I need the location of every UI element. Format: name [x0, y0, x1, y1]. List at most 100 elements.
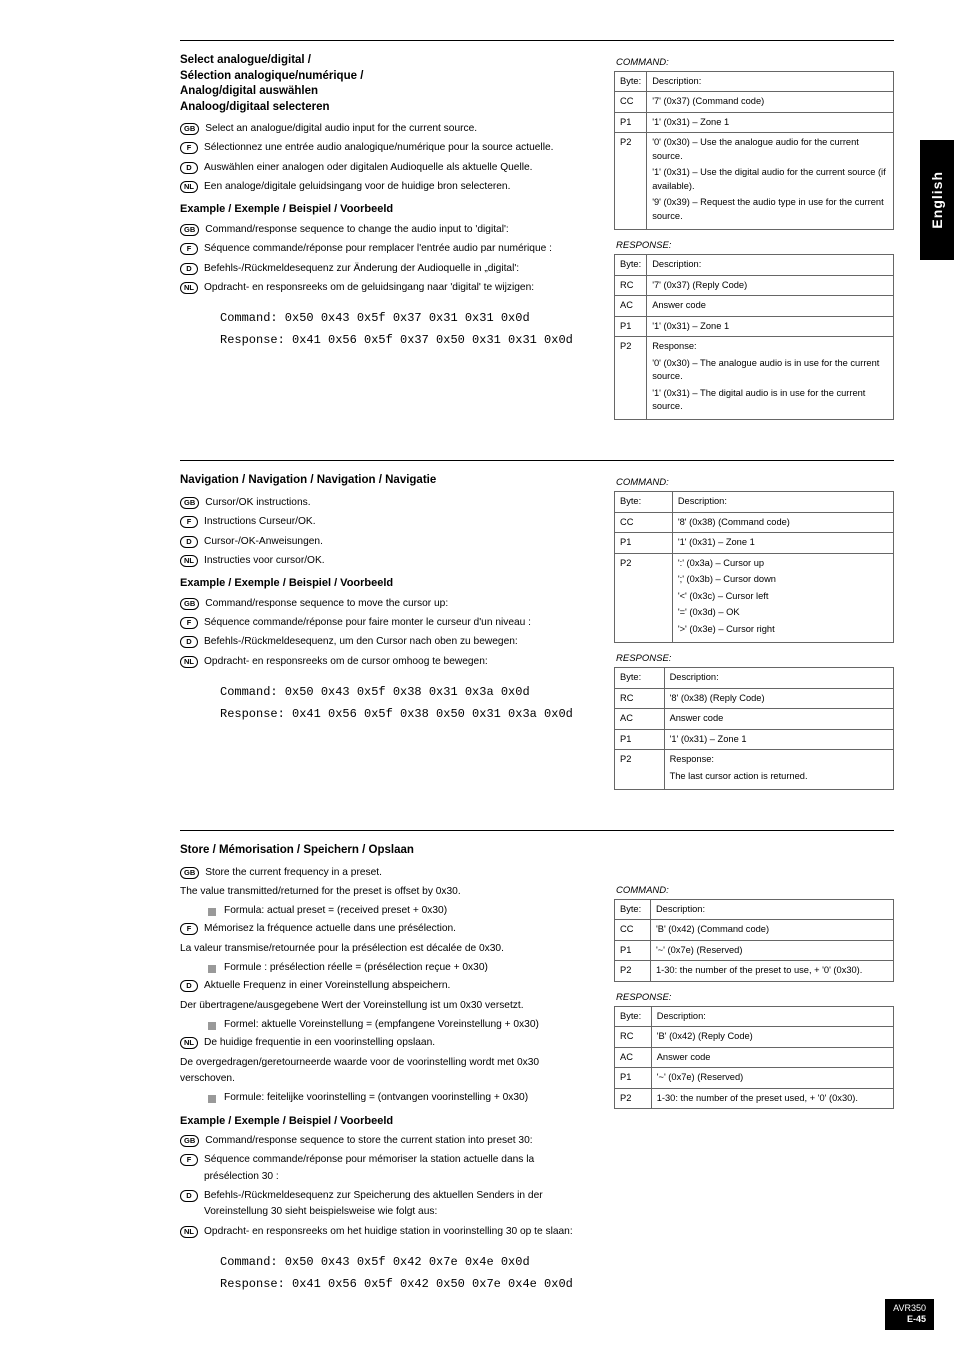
th: Byte:	[615, 1006, 652, 1026]
td: RC	[615, 1027, 652, 1047]
p2-item: '>' (0x3e) – Cursor right	[678, 623, 888, 636]
text: Séquence commande/réponse pour faire mon…	[204, 615, 531, 631]
bullet-icon	[208, 965, 216, 973]
text: Cursor-/OK-Anweisungen.	[204, 534, 323, 550]
formula: Formule: feitelijke voorinstelling = (on…	[224, 1090, 528, 1106]
text: Command/response sequence to move the cu…	[205, 596, 448, 612]
td: '8' (0x38) (Reply Code)	[664, 688, 893, 708]
lang-badge-f: F	[180, 617, 198, 629]
lang-badge-f: F	[180, 142, 198, 154]
td: '1' (0x31) – Zone 1	[672, 533, 893, 553]
lang-badge-nl: NL	[180, 181, 198, 193]
text: Cursor/OK instructions.	[205, 495, 310, 511]
p2-item: '1' (0x31) – Use the digital audio for t…	[652, 166, 888, 193]
th: Description:	[672, 492, 893, 512]
lang-badge-nl: NL	[180, 656, 198, 668]
footer-page: E-45	[893, 1314, 926, 1326]
td: AC	[615, 296, 647, 316]
text: Instructies voor cursor/OK.	[204, 553, 325, 569]
td: '1' (0x31) – Zone 1	[647, 112, 894, 132]
p2-item: ';' (0x3b) – Cursor down	[678, 573, 888, 586]
page-footer: AVR350 E-45	[885, 1299, 934, 1330]
lang-badge-f: F	[180, 516, 198, 528]
response-line: Response: 0x41 0x56 0x5f 0x37 0x50 0x31 …	[220, 330, 584, 352]
th: Byte:	[615, 72, 647, 92]
p2-item: '9' (0x39) – Request the audio type in u…	[652, 196, 888, 223]
p2-label: Response:	[652, 340, 888, 353]
command-line: Command: 0x50 0x43 0x5f 0x37 0x31 0x31 0…	[220, 308, 584, 330]
lang-badge-d: D	[180, 980, 198, 992]
text: Command/response sequence to change the …	[205, 222, 509, 238]
td: RC	[615, 275, 647, 295]
lang-badge-f: F	[180, 923, 198, 935]
response-table: Byte:Description: RC'B' (0x42) (Reply Co…	[614, 1006, 894, 1109]
td: Response: The last cursor action is retu…	[664, 750, 893, 790]
formula: Formule : présélection réelle = (préséle…	[224, 960, 488, 976]
td: 'B' (0x42) (Command code)	[650, 920, 893, 940]
response-table: Byte:Description: RC'8' (0x38) (Reply Co…	[614, 667, 894, 790]
lang-badge-gb: GB	[180, 497, 199, 509]
text: Sélectionnez une entrée audio analogique…	[204, 140, 553, 156]
command-table: Byte:Description: CC'B' (0x42) (Command …	[614, 899, 894, 982]
lang-badge-f: F	[180, 1154, 198, 1166]
example-header: Example / Exemple / Beispiel / Voorbeeld	[180, 575, 584, 593]
text: La valeur transmise/retournée pour la pr…	[180, 941, 584, 957]
lang-badge-d: D	[180, 636, 198, 648]
table-label: RESPONSE:	[616, 653, 894, 664]
td: ':' (0x3a) – Cursor up ';' (0x3b) – Curs…	[672, 553, 893, 642]
text: Opdracht- en responsreeks om het huidige…	[204, 1224, 573, 1240]
bullet-icon	[208, 1095, 216, 1103]
td: Answer code	[664, 709, 893, 729]
command-line: Command: 0x50 0x43 0x5f 0x42 0x7e 0x4e 0…	[220, 1252, 584, 1274]
lang-badge-d: D	[180, 263, 198, 275]
example-header: Example / Exemple / Beispiel / Voorbeeld	[180, 201, 584, 219]
td: P2	[615, 133, 647, 230]
p2-item: '0' (0x30) – The analogue audio is in us…	[652, 357, 888, 384]
lang-badge-gb: GB	[180, 867, 199, 879]
td: Answer code	[651, 1047, 893, 1067]
footer-model: AVR350	[893, 1303, 926, 1315]
td: P1	[615, 729, 665, 749]
text: Instructions Curseur/OK.	[204, 514, 316, 530]
p2-item: The last cursor action is returned.	[670, 770, 888, 783]
response-table: Byte:Description: RC'7' (0x37) (Reply Co…	[614, 254, 894, 420]
td: P1	[615, 940, 651, 960]
text: Opdracht- en responsreeks om de geluidsi…	[204, 280, 534, 296]
td: AC	[615, 1047, 652, 1067]
text: Befehls-/Rückmeldesequenz zur Änderung d…	[204, 261, 519, 277]
p2-item: '0' (0x30) – Use the analogue audio for …	[652, 136, 888, 163]
th: Description:	[651, 1006, 893, 1026]
text: Mémorisez la fréquence actuelle dans une…	[204, 921, 456, 937]
text: Store the current frequency in a preset.	[205, 865, 382, 881]
td: '7' (0x37) (Command code)	[647, 92, 894, 112]
section-navigation: Navigation / Navigation / Navigation / N…	[60, 467, 894, 800]
lang-badge-f: F	[180, 243, 198, 255]
td: CC	[615, 512, 673, 532]
lang-badge-gb: GB	[180, 598, 199, 610]
th: Byte:	[615, 255, 647, 275]
td: P2	[615, 1088, 652, 1108]
td: 1-30: the number of the preset to use, +…	[650, 961, 893, 981]
td: '7' (0x37) (Reply Code)	[647, 275, 894, 295]
lang-badge-d: D	[180, 536, 198, 548]
td: CC	[615, 920, 651, 940]
formula: Formel: aktuelle Voreinstellung = (empfa…	[224, 1017, 539, 1033]
lang-badge-nl: NL	[180, 1037, 198, 1049]
td: P1	[615, 533, 673, 553]
td: '8' (0x38) (Command code)	[672, 512, 893, 532]
text: Séquence commande/réponse pour remplacer…	[204, 241, 552, 257]
section-title: Store / Mémorisation / Speichern / Opsla…	[180, 843, 584, 859]
text: The value transmitted/returned for the p…	[180, 884, 584, 900]
table-label: RESPONSE:	[616, 992, 894, 1003]
table-label: COMMAND:	[616, 885, 894, 896]
text: Aktuelle Frequenz in einer Voreinstellun…	[204, 978, 450, 994]
text: Befehls-/Rückmeldesequenz, um den Cursor…	[204, 634, 518, 650]
th: Byte:	[615, 668, 665, 688]
response-line: Response: 0x41 0x56 0x5f 0x38 0x50 0x31 …	[220, 704, 584, 726]
td: P1	[615, 316, 647, 336]
text: Séquence commande/réponse pour mémoriser…	[204, 1152, 584, 1185]
text: De overgedragen/geretourneerde waarde vo…	[180, 1055, 584, 1088]
td: RC	[615, 688, 665, 708]
text: Der übertragene/ausgegebene Wert der Vor…	[180, 998, 584, 1014]
th: Description:	[650, 900, 893, 920]
